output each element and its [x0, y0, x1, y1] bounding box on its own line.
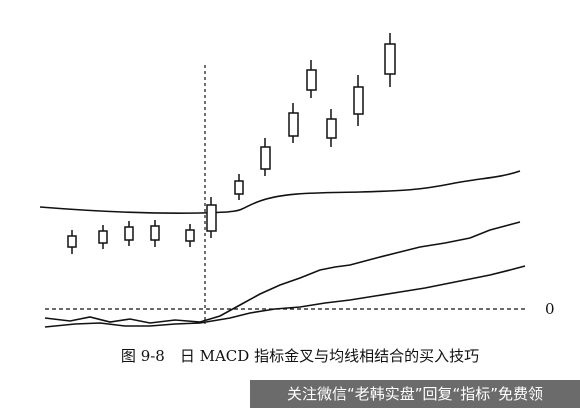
watermark: 关注微信“老韩实盘”回复“指标”免费领	[287, 385, 543, 403]
candlesticks	[67, 33, 396, 254]
zero-label: 0	[545, 300, 555, 318]
macd-dea	[44, 265, 526, 328]
macd-dif	[44, 221, 521, 324]
moving-average	[39, 170, 521, 214]
watermark-bg	[250, 380, 580, 408]
caption: 图 9-8 日 MACD 指标金叉与均线相结合的买入技巧	[121, 347, 479, 365]
